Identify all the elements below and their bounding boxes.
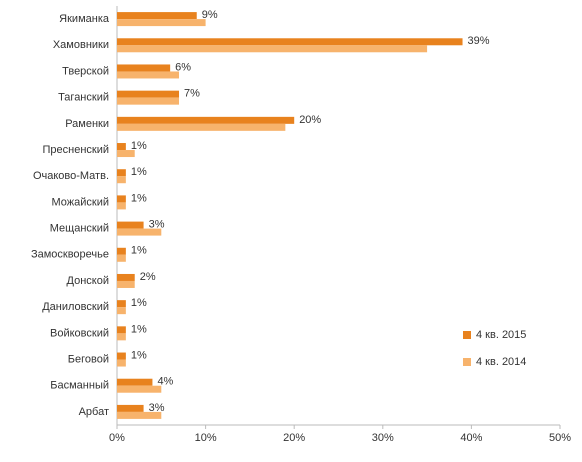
y-tick-label: Таганский [58, 92, 109, 104]
data-label: 6% [175, 61, 191, 73]
bar [117, 97, 180, 105]
data-label: 1% [131, 166, 147, 178]
x-tick-label: 30% [372, 432, 394, 444]
bar [117, 411, 162, 419]
legend-label: 4 кв. 2015 [476, 329, 526, 341]
y-tick-label: Очаково-Матв. [33, 170, 109, 182]
bar [117, 143, 126, 151]
y-tick-label: Раменки [65, 118, 109, 130]
data-label: 9% [202, 9, 218, 21]
bar [117, 202, 126, 210]
x-tick-label: 50% [549, 432, 571, 444]
y-tick-label: Пресненский [42, 144, 109, 156]
bar [117, 352, 126, 360]
bar [117, 385, 162, 393]
bar [117, 123, 286, 131]
bar [117, 378, 153, 386]
bar [117, 273, 135, 281]
bar [117, 64, 171, 72]
bar [117, 116, 295, 124]
bar [117, 300, 126, 308]
bar [117, 176, 126, 184]
y-tick-label: Басманный [50, 380, 109, 392]
bar [117, 169, 126, 177]
bar [117, 150, 135, 158]
data-label: 1% [131, 349, 147, 361]
bar [117, 254, 126, 262]
data-label: 39% [468, 35, 490, 47]
legend-swatch [463, 358, 471, 366]
x-tick-label: 40% [460, 432, 482, 444]
bar [117, 38, 463, 46]
bar [117, 326, 126, 334]
y-tick-label: Мещанский [50, 223, 109, 235]
y-tick-label: Арбат [79, 406, 109, 418]
legend-label: 4 кв. 2014 [476, 356, 526, 368]
y-tick-label: Можайский [51, 196, 109, 208]
bar [117, 307, 126, 315]
bar [117, 12, 197, 20]
bar [117, 90, 180, 98]
y-tick-label: Донской [67, 275, 109, 287]
bar [117, 71, 180, 79]
data-label: 1% [131, 192, 147, 204]
data-label: 1% [131, 245, 147, 257]
bar [117, 19, 206, 27]
y-tick-label: Беговой [68, 353, 109, 365]
x-tick-label: 20% [283, 432, 305, 444]
data-label: 3% [149, 402, 165, 414]
y-tick-label: Тверской [62, 65, 109, 77]
y-tick-label: Даниловский [42, 301, 109, 313]
bar [117, 280, 135, 288]
y-tick-label: Замоскворечье [31, 249, 109, 261]
data-label: 7% [184, 88, 200, 100]
bar [117, 195, 126, 203]
bar [117, 359, 126, 367]
data-label: 1% [131, 323, 147, 335]
bar [117, 247, 126, 255]
x-tick-label: 0% [109, 432, 125, 444]
data-label: 20% [299, 114, 321, 126]
bar [117, 333, 126, 341]
y-tick-label: Войковский [50, 327, 109, 339]
data-label: 4% [157, 376, 173, 388]
bar [117, 228, 162, 236]
bar [117, 404, 144, 412]
data-label: 3% [149, 219, 165, 231]
legend-swatch [463, 331, 471, 339]
x-tick-label: 10% [195, 432, 217, 444]
bar [117, 45, 428, 53]
y-tick-label: Якиманка [59, 13, 110, 25]
bar [117, 221, 144, 229]
data-label: 1% [131, 297, 147, 309]
y-tick-label: Хамовники [53, 39, 109, 51]
data-label: 1% [131, 140, 147, 152]
data-label: 2% [140, 271, 156, 283]
